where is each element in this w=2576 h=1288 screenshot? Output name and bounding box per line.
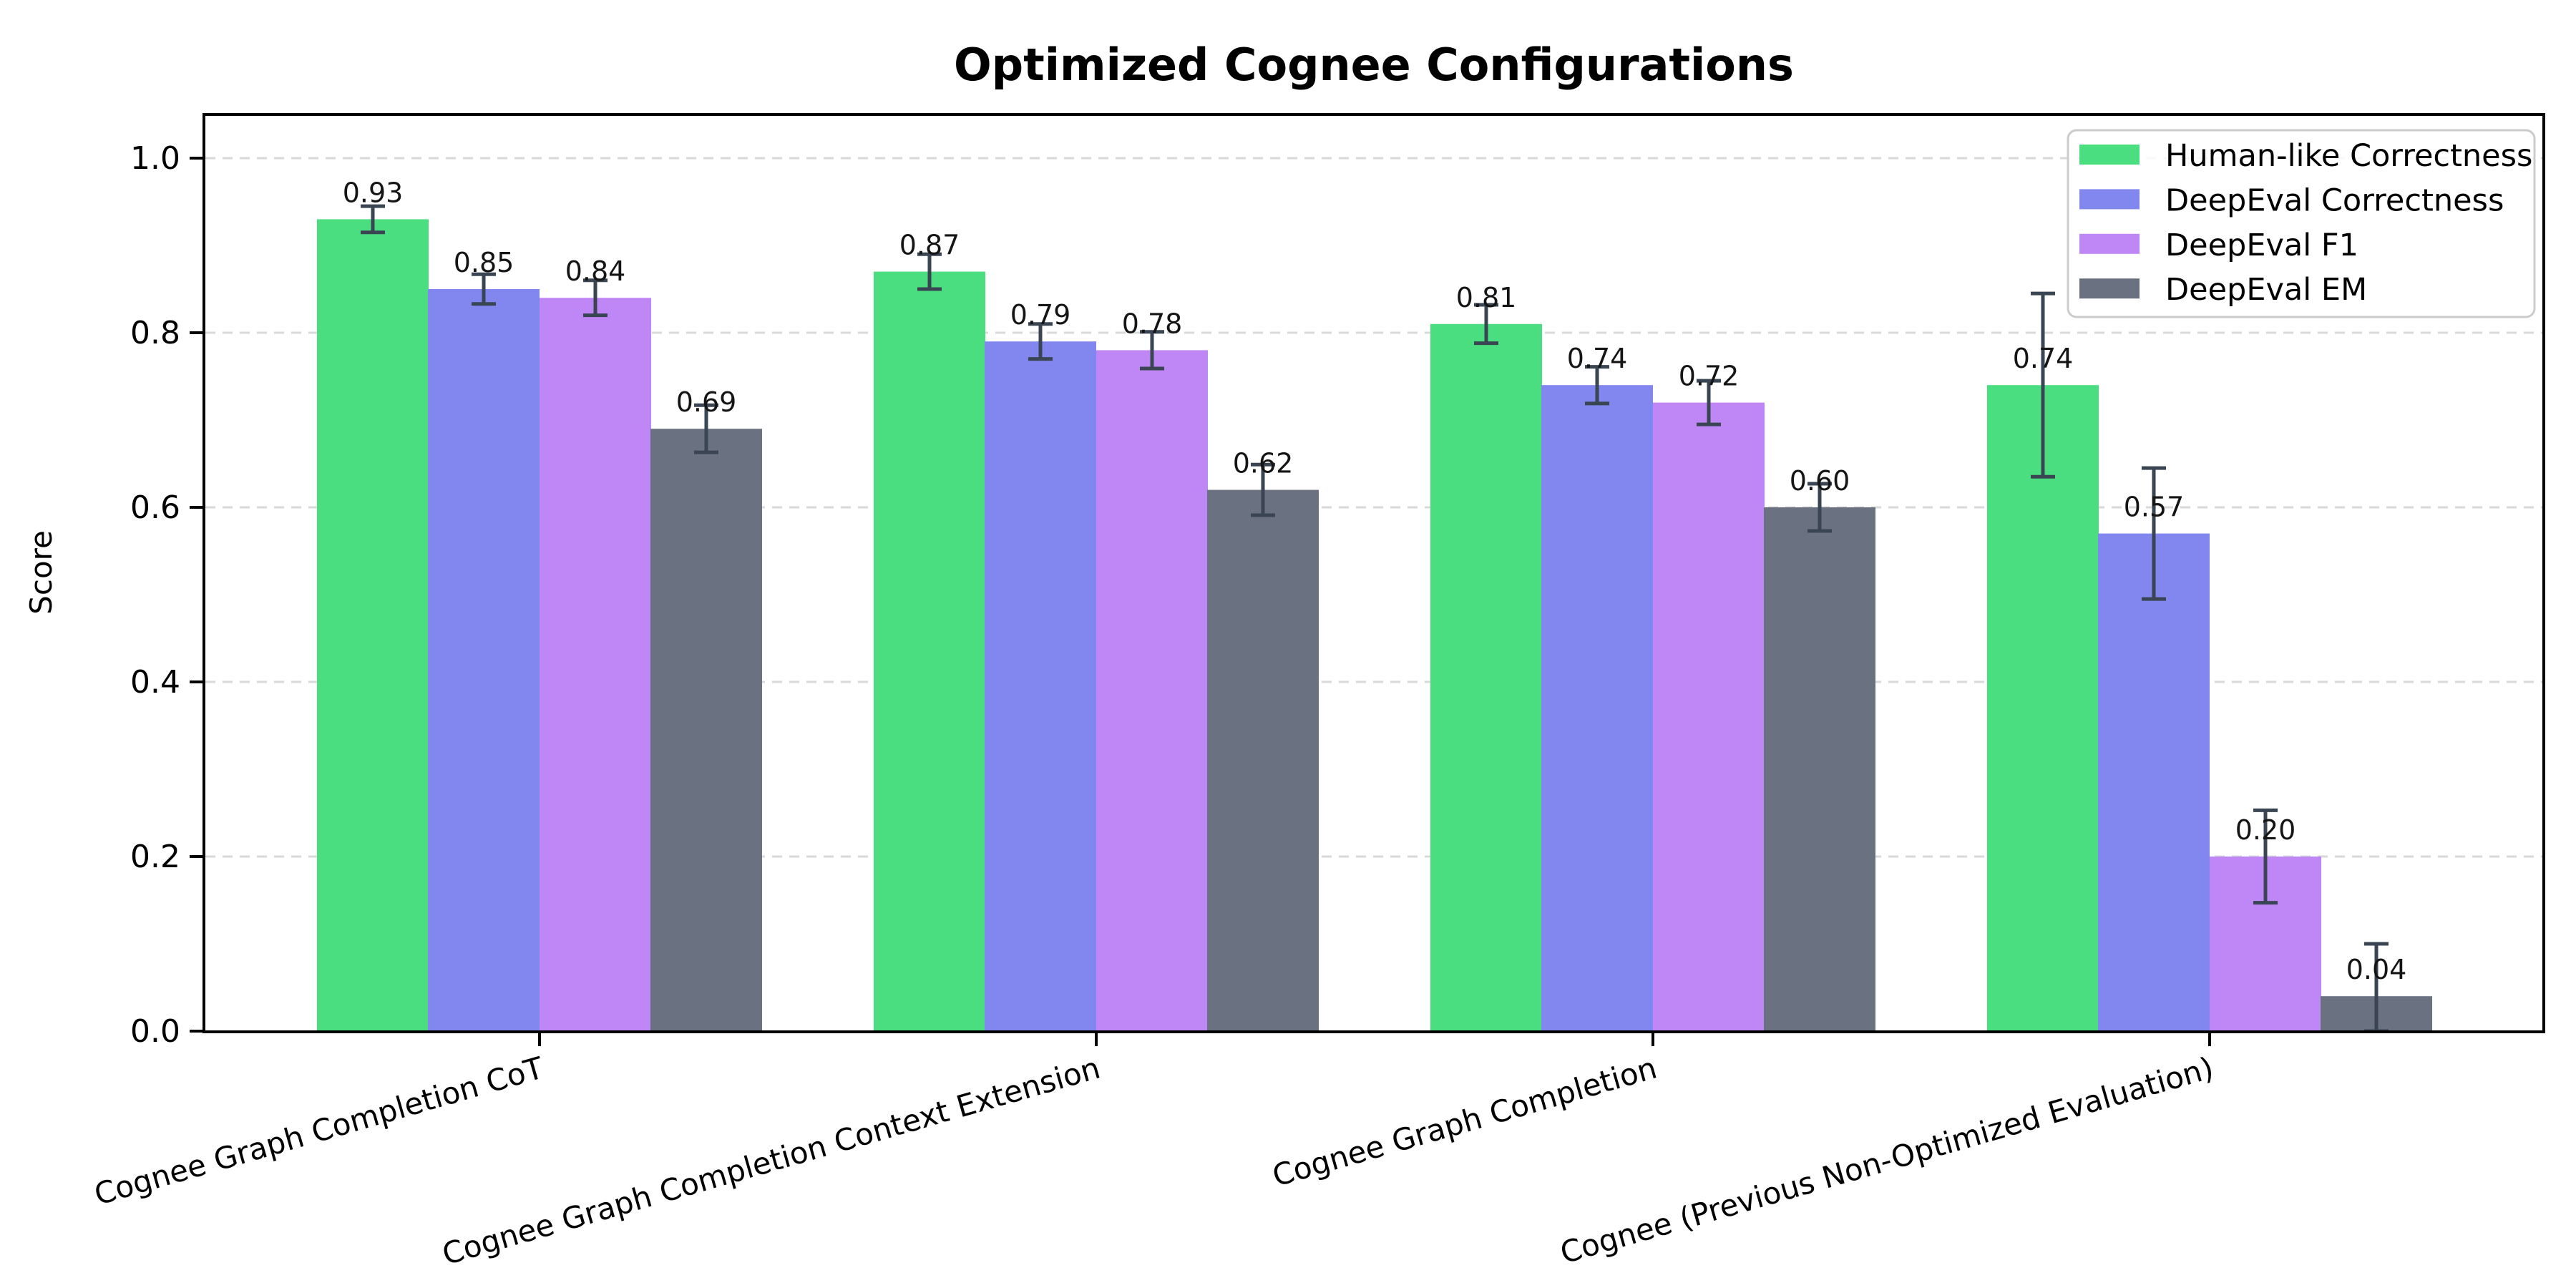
legend-swatch: [2079, 189, 2140, 210]
bar-value-label: 0.20: [2235, 814, 2296, 846]
bar: [1764, 507, 1875, 1032]
y-tick-label: 0.4: [130, 664, 180, 701]
bar-value-label: 0.79: [1010, 299, 1071, 331]
error-bar: [1474, 303, 1498, 346]
legend-box: [2067, 129, 2536, 318]
bar-value-label: 0.78: [1122, 308, 1183, 339]
legend-label: DeepEval EM: [2165, 272, 2367, 308]
legend-label: Human-like Correctness: [2165, 138, 2532, 174]
error-bar: [2253, 808, 2278, 905]
bar: [1541, 385, 1653, 1032]
error-bar: [472, 272, 496, 306]
error-bar: [2031, 291, 2055, 479]
bar-value-label: 0.81: [1456, 282, 1517, 313]
error-bar: [694, 403, 718, 454]
series-3: [650, 403, 2432, 1033]
plot-frame: [203, 113, 2545, 1033]
bar: [1653, 402, 1765, 1032]
bar-value-label: 0.72: [1679, 361, 1740, 392]
legend-swatch: [2079, 233, 2140, 254]
bar-value-label: 0.84: [565, 255, 626, 287]
bar-value-label: 0.57: [2124, 492, 2185, 523]
series-1: [428, 272, 2210, 1032]
error-bar: [1251, 462, 1275, 517]
y-tick-label: 0.6: [130, 489, 180, 526]
y-tick-label: 0.0: [130, 1013, 180, 1050]
bar-value-label: 0.93: [343, 177, 404, 208]
error-bar: [1028, 322, 1053, 361]
bar: [874, 271, 985, 1033]
bar: [428, 289, 540, 1032]
y-tick-label: 1.0: [130, 140, 180, 177]
bar-value-label: 0.85: [454, 247, 514, 278]
error-bar: [917, 252, 942, 291]
bar-value-label: 0.69: [676, 386, 737, 418]
chart-title: Optimized Cognee Configurations: [954, 39, 1794, 91]
bar: [1096, 350, 1208, 1032]
bar: [1207, 489, 1319, 1032]
legend-swatch: [2079, 145, 2140, 165]
error-bar: [2142, 466, 2166, 601]
bar-value-label: 0.04: [2346, 954, 2407, 985]
series-2: [540, 278, 2321, 1033]
error-bar: [1585, 365, 1609, 406]
bar: [317, 219, 429, 1032]
bar-value-label: 0.74: [1567, 343, 1628, 374]
bar: [1987, 385, 2099, 1032]
bar-value-label: 0.87: [899, 230, 960, 261]
error-bar: [1807, 482, 1832, 533]
legend-swatch: [2079, 278, 2140, 299]
legend-label: DeepEval F1: [2165, 228, 2358, 263]
bar-groups: [317, 204, 2432, 1033]
error-bar: [361, 204, 385, 235]
bar-value-label: 0.60: [1790, 465, 1850, 497]
bar-value-label: 0.74: [2013, 343, 2074, 374]
bar: [650, 429, 762, 1032]
y-axis: 0.0 0.2 0.4 0.6 0.8 1.0: [130, 140, 204, 1050]
error-bar: [1697, 379, 1721, 426]
legend-label: DeepEval Correctness: [2165, 182, 2504, 218]
bar: [985, 341, 1096, 1032]
y-tick-label: 0.8: [130, 315, 180, 351]
y-tick-label: 0.2: [130, 839, 180, 875]
error-bar: [583, 278, 608, 318]
bar: [540, 298, 651, 1033]
y-axis-label: Score: [24, 530, 59, 615]
bar: [2098, 533, 2210, 1032]
series-0: [317, 204, 2099, 1033]
error-bar: [1140, 330, 1164, 371]
bar: [1430, 323, 1542, 1032]
bar-value-label: 0.62: [1233, 448, 1294, 479]
legend: Human-like Correctness DeepEval Correctne…: [2067, 129, 2536, 318]
